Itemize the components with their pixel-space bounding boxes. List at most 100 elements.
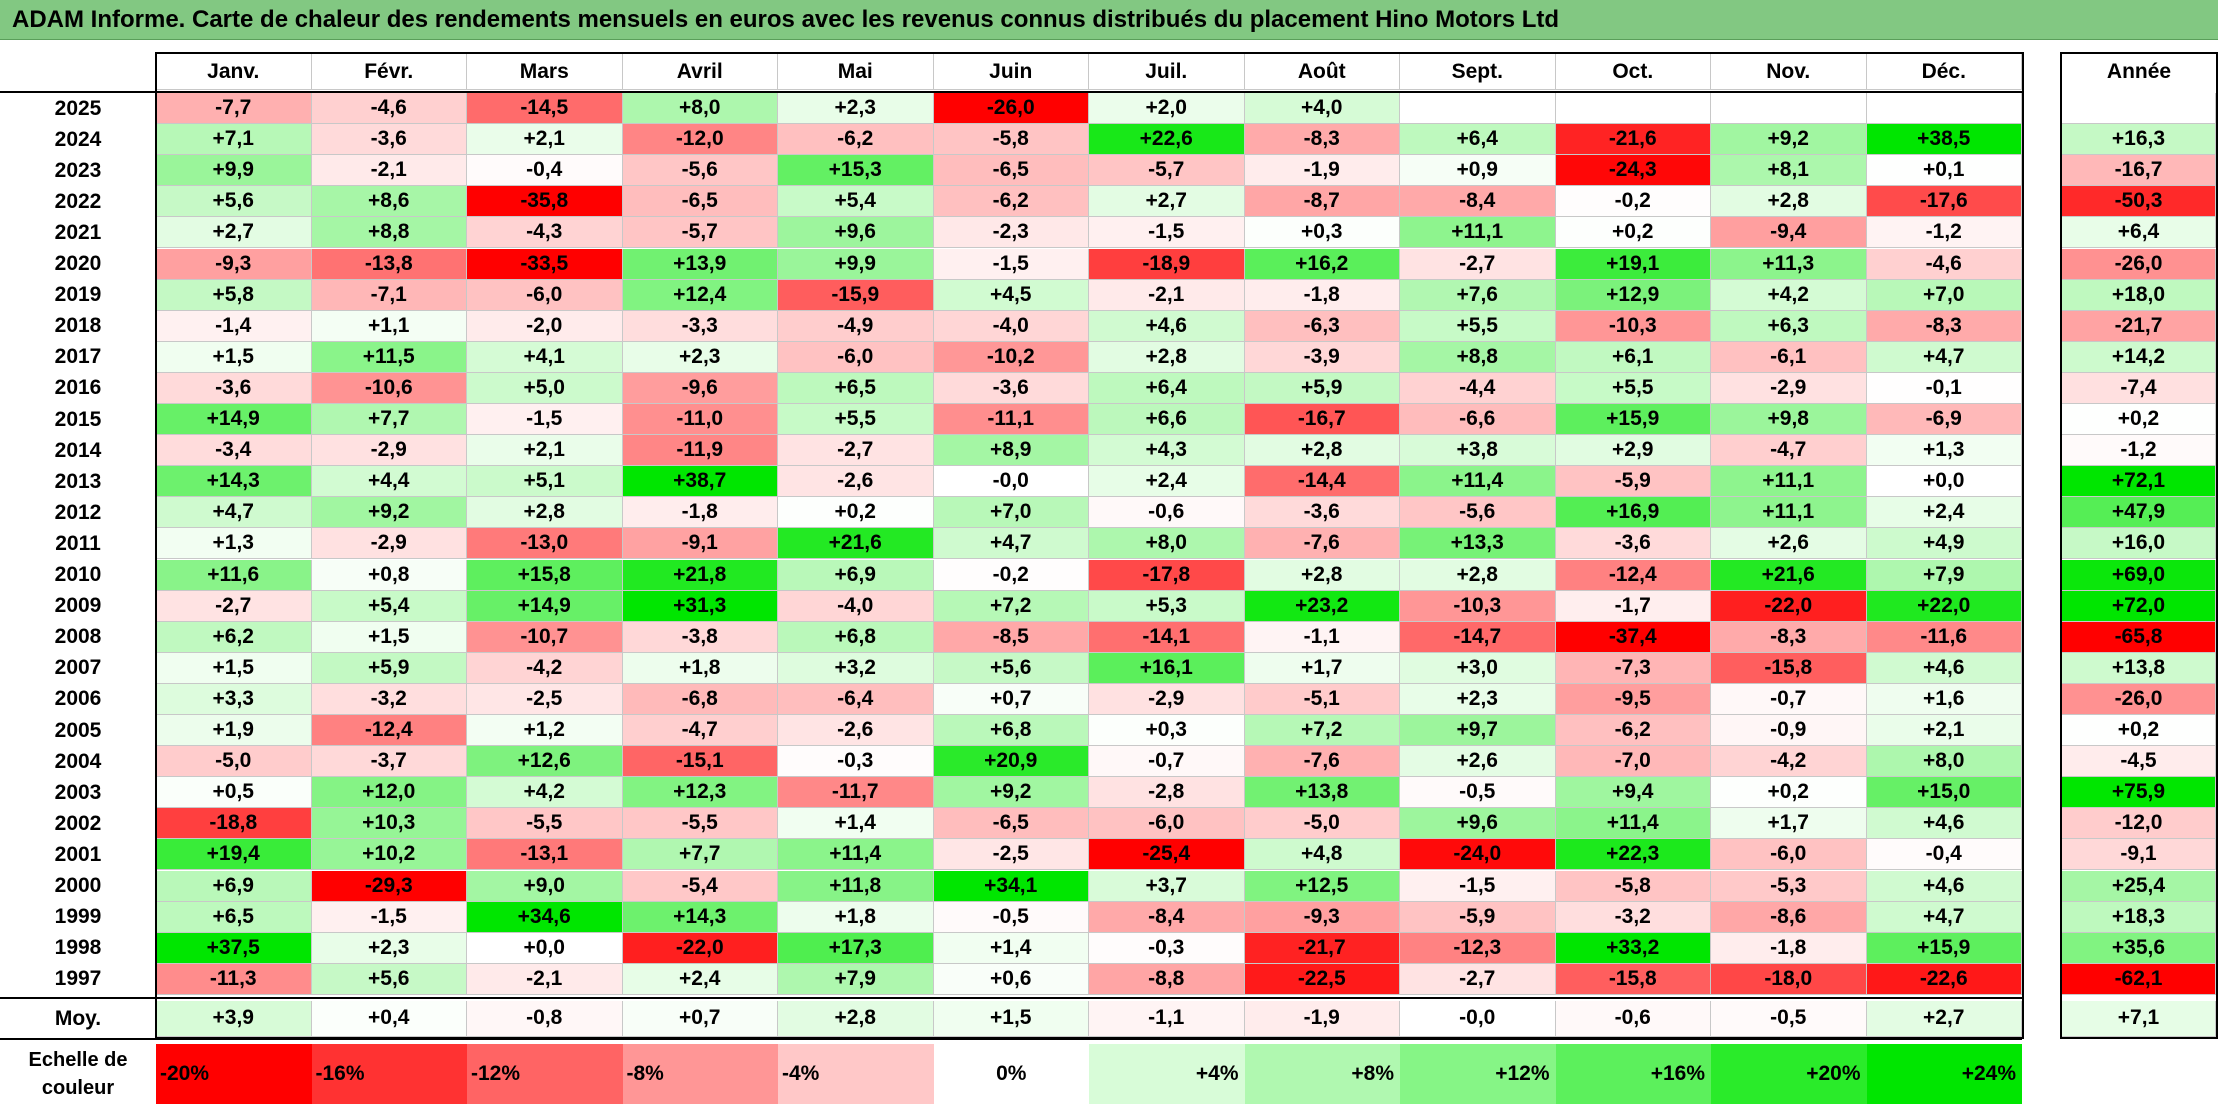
average-cell: -0,6 [1555, 1000, 1711, 1037]
heatmap-cell: +14,3 [622, 901, 778, 933]
heatmap-cell: +0,3 [1089, 715, 1245, 747]
heatmap-cell: -11,3 [156, 963, 312, 995]
heatmap-cell: +2,3 [311, 932, 467, 964]
heatmap-cell: -1,8 [1711, 932, 1867, 964]
heatmap-cell: +15,8 [467, 559, 623, 591]
heatmap-cell: -11,0 [622, 404, 778, 436]
year-label: 2011 [55, 531, 101, 555]
color-scale-swatch: +20% [1711, 1044, 1867, 1104]
heatmap-cell: +2,7 [1089, 186, 1245, 218]
annual-cell: -4,5 [2062, 746, 2216, 778]
annual-cell: +72,0 [2062, 590, 2216, 622]
heatmap-cell: +7,7 [622, 839, 778, 871]
heatmap-cell: +7,2 [933, 590, 1089, 622]
heatmap-cell: -21,7 [1244, 932, 1400, 964]
heatmap-cell: -10,7 [467, 621, 623, 653]
heatmap-cell: -1,5 [933, 248, 1089, 280]
heatmap-cell: -6,2 [1555, 715, 1711, 747]
heatmap-cell: -2,9 [311, 528, 467, 560]
year-label: 2000 [54, 874, 102, 898]
color-scale-swatch: -20% [156, 1044, 312, 1104]
annual-cell: -1,2 [2062, 435, 2216, 467]
heatmap-cell: -5,4 [622, 870, 778, 902]
heatmap-cell: -3,8 [622, 621, 778, 653]
heatmap-cell: -8,6 [1711, 901, 1867, 933]
heatmap-cell: -5,5 [467, 808, 623, 840]
month-header: Août [1244, 54, 1400, 90]
heatmap-cell: -7,6 [1244, 528, 1400, 560]
average-cell: -1,1 [1089, 1000, 1245, 1037]
heatmap-cell: +12,5 [1244, 870, 1400, 902]
heatmap-cell: +4,7 [1866, 341, 2022, 373]
heatmap-cell: -14,4 [1244, 466, 1400, 498]
heatmap-cell: +7,1 [156, 124, 312, 156]
heatmap-cell: +9,6 [1400, 808, 1556, 840]
heatmap-cell: -2,0 [467, 310, 623, 342]
heatmap-cell: +1,1 [311, 310, 467, 342]
color-scale-swatch: +16% [1555, 1044, 1711, 1104]
annual-cell: +69,0 [2062, 559, 2216, 591]
heatmap-cell: +13,8 [1244, 777, 1400, 809]
heatmap-cell: -4,3 [467, 217, 623, 249]
heatmap-cell: -6,2 [933, 186, 1089, 218]
heatmap-cell: +6,2 [156, 621, 312, 653]
heatmap-cell: +0,0 [467, 932, 623, 964]
heatmap-cell: -12,0 [622, 124, 778, 156]
heatmap-cell: -2,8 [1089, 777, 1245, 809]
annual-cell: +25,4 [2062, 870, 2216, 902]
heatmap-cell: +3,0 [1400, 652, 1556, 684]
heatmap-cell: -0,7 [1089, 746, 1245, 778]
heatmap-cell: -2,3 [933, 217, 1089, 249]
heatmap-cell: +4,2 [1711, 279, 1867, 311]
heatmap-cell: +0,9 [1400, 155, 1556, 187]
year-label: 2010 [54, 563, 102, 587]
month-header: Déc. [1866, 54, 2022, 90]
heatmap-cell: -4,6 [1866, 248, 2022, 280]
month-header: Sept. [1400, 54, 1556, 90]
heatmap-cell: +4,7 [156, 497, 312, 529]
heatmap-cell: -0,0 [933, 466, 1089, 498]
heatmap-cell: -10,6 [311, 372, 467, 404]
heatmap-cell: +21,6 [1711, 559, 1867, 591]
heatmap-cell: -0,7 [1711, 683, 1867, 715]
heatmap-cell: +14,3 [156, 466, 312, 498]
heatmap-cell: -6,9 [1866, 404, 2022, 436]
heatmap-cell: +2,8 [1711, 186, 1867, 218]
heatmap-cell: +7,6 [1400, 279, 1556, 311]
heatmap-cell: +2,4 [1866, 497, 2022, 529]
month-header: Févr. [311, 54, 467, 90]
heatmap-cell: -0,2 [933, 559, 1089, 591]
heatmap-cell: -24,0 [1400, 839, 1556, 871]
heatmap-cell: -24,3 [1555, 155, 1711, 187]
heatmap-cell: -1,5 [311, 901, 467, 933]
heatmap-cell: -35,8 [467, 186, 623, 218]
heatmap-cell: -2,7 [1400, 248, 1556, 280]
heatmap-cell: -1,7 [1555, 590, 1711, 622]
heatmap-cell: -18,8 [156, 808, 312, 840]
heatmap-cell: -4,7 [1711, 435, 1867, 467]
heatmap-cell: +8,1 [1711, 155, 1867, 187]
heatmap-cell: +5,4 [311, 590, 467, 622]
heatmap-cell: +5,5 [1555, 372, 1711, 404]
average-cell: +0,4 [311, 1000, 467, 1037]
heatmap-cell: +6,8 [778, 621, 934, 653]
average-annual-cell: +7,1 [2062, 1000, 2216, 1037]
heatmap-cell: +22,0 [1866, 590, 2022, 622]
year-column-header: Année [2106, 60, 2172, 83]
heatmap-cell: -2,7 [778, 435, 934, 467]
heatmap-cell: +12,9 [1555, 279, 1711, 311]
average-cell: -0,0 [1400, 1000, 1556, 1037]
heatmap-cell: -6,0 [1089, 808, 1245, 840]
report-title: ADAM Informe. Carte de chaleur des rende… [12, 6, 1560, 33]
heatmap-cell: +6,9 [778, 559, 934, 591]
heatmap-cell: -18,0 [1711, 963, 1867, 995]
heatmap-cell: +1,7 [1711, 808, 1867, 840]
average-bottom-line [0, 1037, 2022, 1040]
heatmap-cell: -15,9 [778, 279, 934, 311]
year-label: 2004 [54, 749, 102, 773]
heatmap-cell: +2,8 [467, 497, 623, 529]
heatmap-cell: -0,6 [1089, 497, 1245, 529]
heatmap-cell: -3,3 [622, 310, 778, 342]
year-label: 2020 [54, 252, 102, 276]
annual-cell: -7,4 [2062, 372, 2216, 404]
